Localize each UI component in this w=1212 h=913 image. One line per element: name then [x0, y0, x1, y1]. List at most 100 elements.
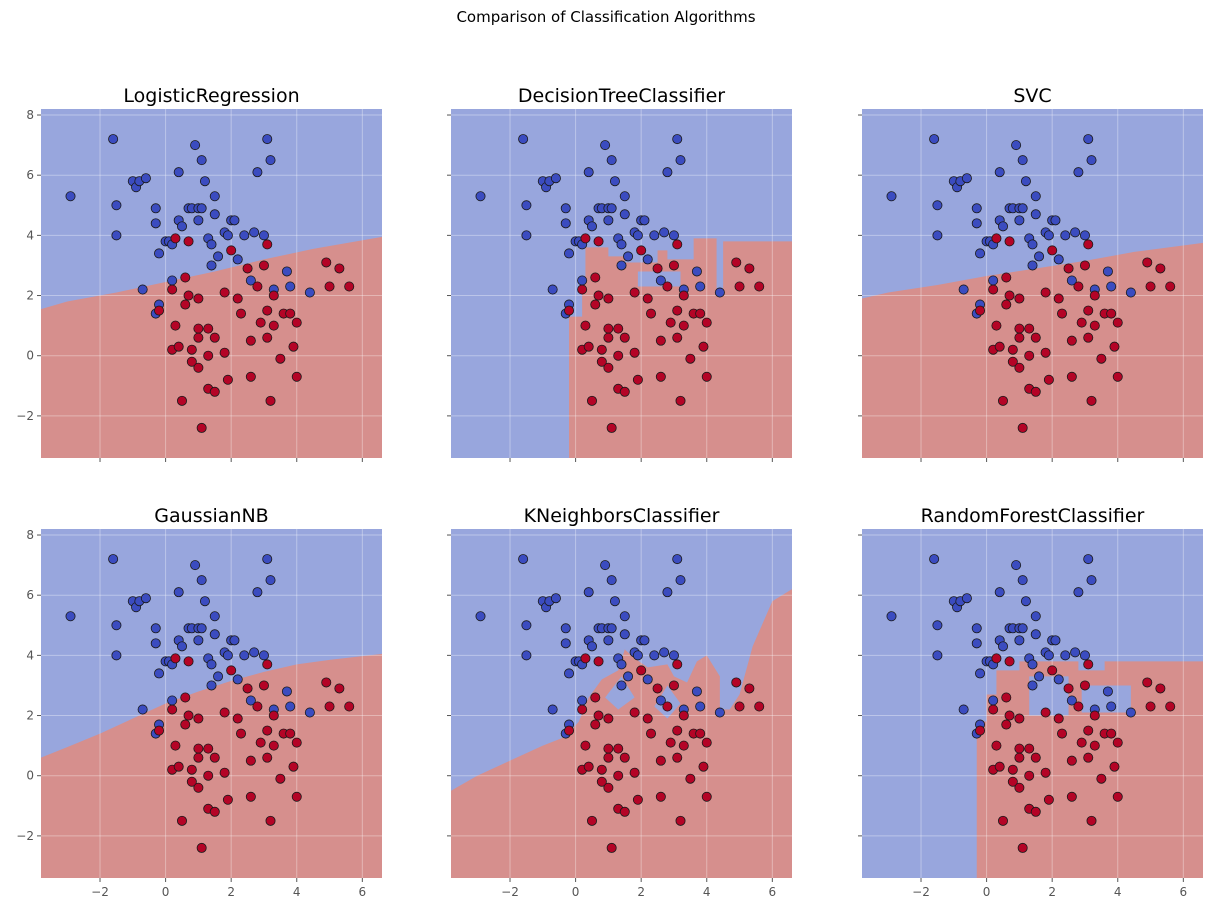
- point-class1: [662, 701, 673, 712]
- point-class1: [1001, 692, 1012, 703]
- point-class0: [1017, 155, 1028, 166]
- point-class1: [193, 752, 204, 763]
- point-class0: [958, 284, 969, 295]
- xtick-label: 6: [1180, 885, 1188, 899]
- point-class1: [596, 344, 607, 355]
- point-class0: [623, 251, 634, 262]
- point-class1: [678, 740, 689, 751]
- point-class1: [672, 305, 683, 316]
- point-class1: [646, 308, 657, 319]
- point-class0: [249, 227, 260, 238]
- point-class1: [590, 692, 601, 703]
- point-class1: [665, 737, 676, 748]
- point-class1: [291, 317, 302, 328]
- point-class0: [252, 167, 263, 178]
- point-class1: [632, 794, 643, 805]
- point-class1: [242, 263, 253, 274]
- point-class1: [1155, 683, 1166, 694]
- point-class0: [196, 203, 207, 214]
- point-class0: [886, 191, 897, 202]
- point-class0: [304, 287, 315, 298]
- ytick-label: −2: [16, 409, 34, 423]
- point-class1: [173, 761, 184, 772]
- point-class1: [1053, 713, 1064, 724]
- point-class0: [691, 266, 702, 277]
- ytick-label: 8: [26, 108, 34, 122]
- point-class1: [603, 332, 614, 343]
- point-class1: [285, 308, 296, 319]
- point-class1: [180, 299, 191, 310]
- point-class1: [675, 395, 686, 406]
- point-class0: [606, 203, 617, 214]
- point-class0: [632, 650, 643, 661]
- point-class1: [744, 263, 755, 274]
- point-class0: [1020, 176, 1031, 187]
- point-class1: [701, 737, 712, 748]
- point-class0: [1030, 611, 1041, 622]
- point-class1: [1001, 299, 1012, 310]
- point-class0: [193, 215, 204, 226]
- point-class1: [334, 263, 345, 274]
- point-class1: [1004, 710, 1015, 721]
- point-class0: [971, 623, 982, 634]
- point-class0: [265, 575, 276, 586]
- point-class0: [1083, 134, 1094, 145]
- point-class0: [65, 191, 76, 202]
- point-class0: [196, 155, 207, 166]
- point-class1: [1004, 656, 1015, 667]
- point-class1: [754, 281, 765, 292]
- point-class0: [285, 701, 296, 712]
- point-class1: [619, 386, 630, 397]
- point-class0: [609, 596, 620, 607]
- point-class0: [1030, 209, 1041, 220]
- point-class1: [603, 713, 614, 724]
- point-class0: [695, 281, 706, 292]
- point-class1: [1040, 347, 1051, 358]
- point-class0: [649, 650, 660, 661]
- point-class0: [662, 167, 673, 178]
- point-class1: [1066, 335, 1077, 346]
- point-class0: [176, 641, 187, 652]
- point-class1: [1057, 308, 1068, 319]
- point-class0: [994, 587, 1005, 598]
- point-class0: [994, 167, 1005, 178]
- point-class0: [577, 695, 588, 706]
- xtick-label: 2: [637, 885, 645, 899]
- point-class0: [550, 173, 561, 184]
- point-class1: [193, 713, 204, 724]
- point-class0: [265, 155, 276, 166]
- point-class0: [668, 230, 679, 241]
- subplot-RandomForestClassifier: −2 0 2 4 6 RandomForestClassifier: [858, 505, 1203, 899]
- point-class0: [213, 671, 224, 682]
- point-class0: [252, 587, 263, 598]
- point-class0: [1079, 230, 1090, 241]
- point-class0: [971, 218, 982, 229]
- point-class0: [560, 203, 571, 214]
- point-class1: [291, 371, 302, 382]
- point-class0: [1079, 650, 1090, 661]
- point-class1: [1014, 293, 1025, 304]
- ytick-label: −2: [16, 829, 34, 843]
- point-class1: [646, 728, 657, 739]
- point-class0: [619, 209, 630, 220]
- point-class1: [1089, 710, 1100, 721]
- point-class0: [199, 176, 210, 187]
- point-class1: [593, 710, 604, 721]
- xtick-label: 2: [227, 885, 235, 899]
- subplot-title: LogisticRegression: [123, 85, 299, 107]
- point-class1: [1063, 263, 1074, 274]
- point-class1: [1014, 752, 1025, 763]
- point-class0: [1070, 227, 1081, 238]
- point-class1: [209, 752, 220, 763]
- point-class1: [613, 743, 624, 754]
- point-class1: [1089, 740, 1100, 751]
- point-class0: [518, 554, 529, 565]
- point-class0: [642, 674, 653, 685]
- point-class1: [1089, 290, 1100, 301]
- point-class0: [975, 668, 986, 679]
- point-class1: [1047, 665, 1058, 676]
- point-class0: [649, 230, 660, 241]
- point-class1: [672, 239, 683, 250]
- point-class0: [150, 218, 161, 229]
